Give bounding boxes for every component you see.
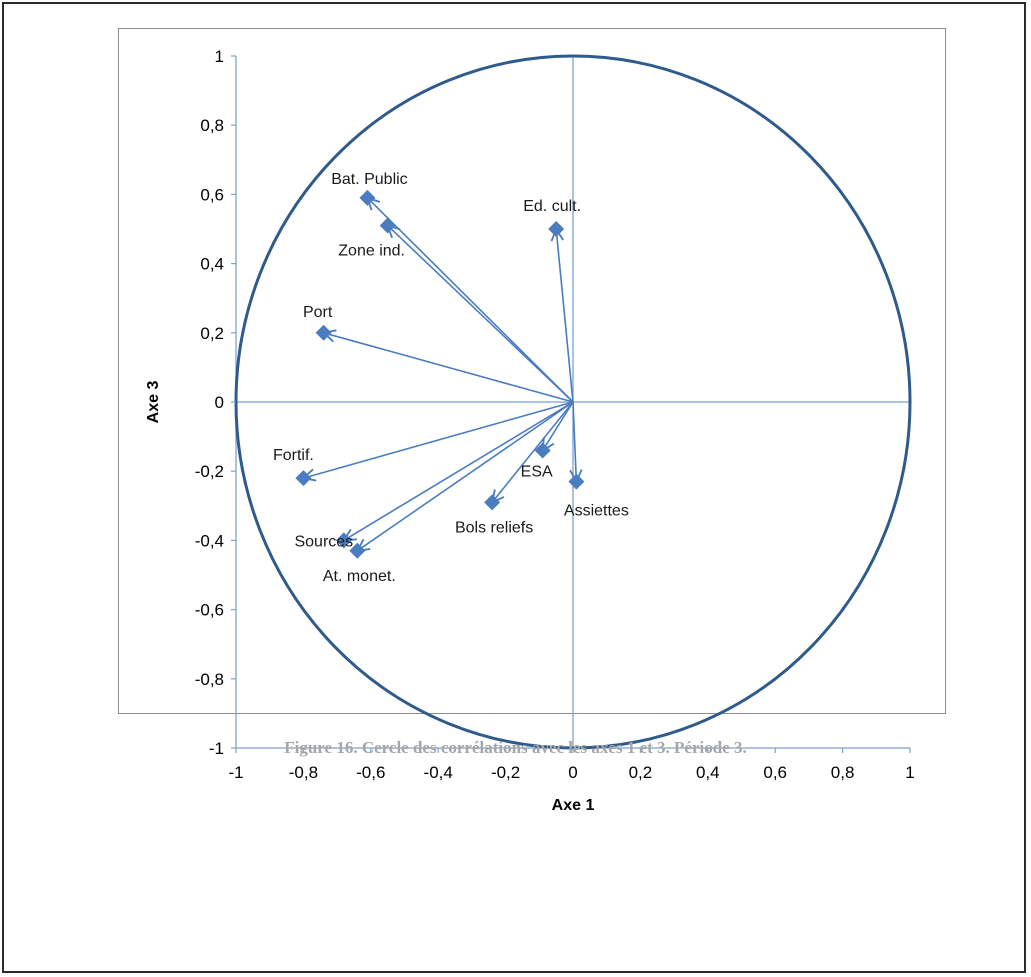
loading-arrow bbox=[492, 401, 574, 502]
y-tick-label: -1 bbox=[209, 739, 224, 758]
data-point bbox=[349, 542, 366, 559]
y-tick-label: 0,2 bbox=[200, 324, 224, 343]
loading-arrow bbox=[556, 229, 574, 403]
y-tick-label: -0,2 bbox=[195, 462, 224, 481]
point-label: ESA bbox=[521, 463, 553, 480]
data-point bbox=[295, 470, 312, 487]
x-tick-label: 0,6 bbox=[763, 763, 787, 782]
point-label: Port bbox=[303, 304, 333, 321]
point-label: Fortif. bbox=[273, 447, 314, 464]
loading-arrow bbox=[543, 401, 574, 450]
x-tick-label: 0,4 bbox=[696, 763, 720, 782]
point-label: Zone ind. bbox=[338, 243, 405, 260]
x-axis-title: Axe 1 bbox=[552, 797, 595, 814]
y-tick-label: 0 bbox=[215, 393, 224, 412]
y-tick-label: -0,8 bbox=[195, 670, 224, 689]
x-tick-label: -1 bbox=[228, 763, 243, 782]
figure-caption: Figure 16. Cercle des corrélations avec … bbox=[284, 738, 747, 757]
data-point bbox=[335, 532, 352, 549]
data-point bbox=[568, 473, 585, 490]
y-axis-title: Axe 3 bbox=[145, 381, 162, 424]
point-label: Bols reliefs bbox=[455, 519, 533, 536]
point-label: Bat. Public bbox=[331, 171, 407, 188]
data-point bbox=[359, 189, 376, 206]
x-tick-label: -0,6 bbox=[356, 763, 385, 782]
point-label: At. monet. bbox=[323, 568, 396, 585]
arrows-layer bbox=[303, 198, 576, 551]
tick-labels: -1 -0,8 -0,6 -0,4 -0,2 0 0,2 0,4 0,6 0,8 1 1 0,8 0,6 0… bbox=[195, 47, 915, 782]
data-point bbox=[534, 442, 551, 459]
y-tick-label: -0,6 bbox=[195, 601, 224, 620]
loading-arrow bbox=[388, 226, 574, 403]
point-label: Ed. cult. bbox=[523, 198, 581, 215]
data-point bbox=[548, 221, 565, 237]
loading-arrow bbox=[303, 401, 574, 478]
y-tick-label: 0,4 bbox=[200, 255, 224, 274]
x-tick-label: 0 bbox=[568, 763, 577, 782]
y-tick-label: 1 bbox=[215, 47, 224, 66]
points-layer bbox=[295, 189, 585, 559]
x-tick-label: -0,2 bbox=[491, 763, 520, 782]
x-tick-label: -0,8 bbox=[289, 763, 318, 782]
loading-arrow bbox=[344, 401, 574, 540]
point-label: Sources bbox=[294, 533, 353, 550]
x-tick-label: 0,8 bbox=[831, 763, 855, 782]
x-tick-label: 1 bbox=[905, 763, 914, 782]
point-labels: Bat. Public Zone ind. Ed. cult. Port Fortif.… bbox=[273, 171, 629, 585]
x-tick-label: -0,4 bbox=[424, 763, 453, 782]
loading-arrow bbox=[573, 401, 576, 482]
loading-arrow bbox=[324, 333, 574, 403]
y-tick-label: 0,8 bbox=[200, 116, 224, 135]
data-point bbox=[315, 324, 332, 341]
point-label: Assiettes bbox=[564, 503, 629, 520]
loading-arrow bbox=[357, 401, 574, 551]
chart-area bbox=[118, 28, 946, 714]
data-point bbox=[484, 494, 501, 511]
loading-arrow bbox=[367, 198, 574, 403]
data-point bbox=[379, 217, 396, 234]
y-tick-label: 0,6 bbox=[200, 185, 224, 204]
x-tick-label: 0,2 bbox=[629, 763, 653, 782]
y-tick-label: -0,4 bbox=[195, 531, 224, 550]
